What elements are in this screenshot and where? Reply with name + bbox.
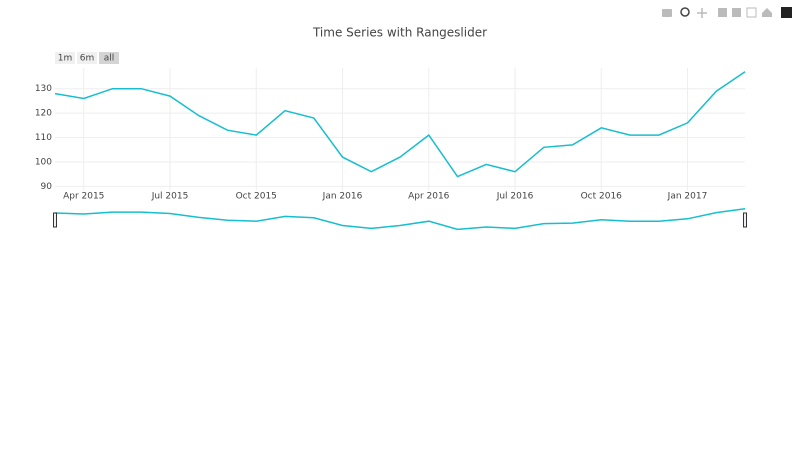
- x-tick-label: Apr 2015: [63, 192, 104, 202]
- chart-title: Time Series with Rangeslider: [312, 26, 487, 40]
- rangeslider-handle[interactable]: [743, 212, 747, 228]
- x-tick-label: Oct 2016: [581, 192, 623, 202]
- x-tick-label: Oct 2015: [236, 192, 277, 202]
- reset-icon[interactable]: [762, 8, 772, 17]
- y-tick-label: 130: [35, 84, 52, 94]
- y-tick-label: 120: [35, 109, 52, 119]
- y-tick-label: 100: [35, 157, 52, 167]
- zoom-icon[interactable]: [680, 7, 690, 17]
- line: [54, 71, 746, 178]
- plotly-logo[interactable]: [781, 7, 792, 18]
- range-button-label[interactable]: all: [104, 54, 115, 64]
- range-button-label[interactable]: 1m: [58, 54, 73, 64]
- range-button[interactable]: [55, 52, 75, 64]
- range-button[interactable]: [99, 52, 119, 64]
- x-tick-label: Jul 2016: [496, 192, 534, 202]
- rangeslider-line: [54, 207, 746, 231]
- range-button-label[interactable]: 6m: [80, 54, 95, 64]
- camera-icon[interactable]: [662, 9, 672, 17]
- y-tick-label: 110: [35, 133, 52, 143]
- autoscale-icon[interactable]: [746, 7, 757, 18]
- zoom-in-icon[interactable]: [718, 8, 727, 17]
- modebar[interactable]: [662, 7, 792, 18]
- zoom-out-icon[interactable]: [732, 8, 741, 17]
- rangeslider-handle[interactable]: [53, 212, 57, 228]
- x-tick-label: Jan 2017: [667, 192, 708, 202]
- range-button[interactable]: [77, 52, 97, 64]
- x-tick-label: Jul 2015: [151, 192, 189, 202]
- pan-icon[interactable]: [697, 8, 707, 18]
- y-tick-label: 90: [41, 182, 53, 192]
- x-tick-label: Apr 2016: [408, 192, 450, 202]
- x-tick-label: Jan 2016: [322, 192, 363, 202]
- rangeslider[interactable]: [54, 207, 746, 233]
